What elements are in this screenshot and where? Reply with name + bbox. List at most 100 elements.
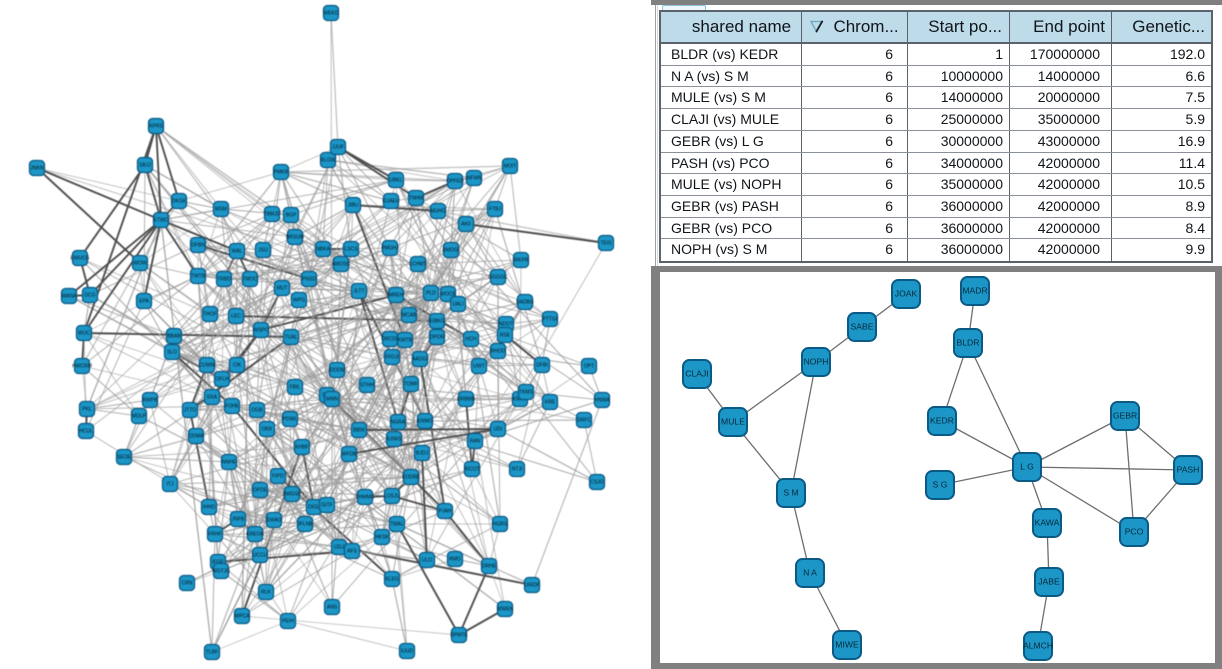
- svg-text:WOW: WOW: [133, 261, 147, 267]
- svg-text:BMOGI: BMOGI: [443, 248, 460, 254]
- svg-text:HCUL: HCUL: [79, 429, 93, 435]
- svg-text:ALMCH: ALMCH: [1023, 641, 1053, 651]
- svg-text:NDOT: NDOT: [499, 322, 513, 328]
- svg-text:IJGJ: IJGJ: [334, 545, 345, 551]
- svg-text:TMOC: TMOC: [243, 277, 258, 283]
- svg-text:EPA: EPA: [139, 299, 149, 305]
- svg-text:AFS: AFS: [347, 549, 357, 555]
- svg-text:JNKN: JNKN: [30, 166, 43, 172]
- svg-text:JFLNB: JFLNB: [297, 522, 313, 528]
- svg-text:URBMB: URBMB: [457, 397, 476, 403]
- svg-text:RLK: RLK: [261, 590, 271, 596]
- svg-text:MCAB: MCAB: [402, 313, 417, 319]
- svg-text:SABE: SABE: [851, 322, 874, 332]
- svg-text:PDWL: PDWL: [283, 417, 298, 423]
- svg-text:DFBN: DFBN: [191, 243, 205, 249]
- svg-text:S M: S M: [783, 488, 798, 498]
- svg-text:FTBJ: FTBJ: [489, 207, 501, 213]
- svg-text:TWTB: TWTB: [191, 274, 206, 280]
- svg-text:IRKPR: IRKPR: [513, 258, 529, 264]
- svg-text:MREH: MREH: [389, 293, 404, 299]
- svg-text:PMKR: PMKR: [274, 170, 289, 176]
- svg-text:RLGW: RLGW: [321, 158, 336, 164]
- svg-text:OKK: OKK: [262, 427, 273, 433]
- svg-text:JJUF: JJUF: [332, 145, 344, 151]
- svg-text:RICOT: RICOT: [464, 467, 480, 473]
- svg-text:DPOR: DPOR: [430, 335, 445, 341]
- svg-text:EIBKG: EIBKG: [429, 319, 444, 325]
- svg-text:OFLH: OFLH: [215, 377, 229, 383]
- svg-text:TBMJD: TBMJD: [264, 212, 281, 218]
- svg-text:JABE: JABE: [1038, 577, 1060, 587]
- svg-text:PTTGI: PTTGI: [543, 317, 558, 323]
- svg-text:PCO: PCO: [1125, 527, 1144, 537]
- svg-text:MADR: MADR: [962, 286, 987, 296]
- svg-text:IUIWS: IUIWS: [387, 437, 402, 443]
- svg-text:BJDJ: BJDJ: [416, 451, 428, 457]
- svg-text:TRBD: TRBD: [217, 277, 231, 283]
- svg-text:TKMS: TKMS: [519, 390, 534, 396]
- svg-text:TLBF: TLBF: [206, 650, 218, 656]
- svg-text:LCHMT: LCHMT: [409, 262, 426, 268]
- svg-text:BBAB: BBAB: [167, 334, 181, 340]
- svg-text:JOAK: JOAK: [895, 289, 918, 299]
- svg-text:PKL: PKL: [82, 407, 92, 413]
- svg-text:ENMO: ENMO: [418, 419, 433, 425]
- svg-text:WPCA: WPCA: [235, 614, 251, 620]
- svg-text:FIPD: FIPD: [272, 474, 284, 480]
- svg-text:L G: L G: [1020, 462, 1034, 472]
- svg-text:BGP: BGP: [286, 213, 297, 219]
- svg-text:HKSK: HKSK: [375, 535, 389, 541]
- svg-text:TEIS: TEIS: [600, 241, 612, 247]
- svg-text:WGTJG: WGTJG: [212, 569, 230, 575]
- svg-text:CRN: CRN: [182, 581, 193, 587]
- svg-text:KREOA: KREOA: [246, 532, 264, 538]
- svg-text:FRHF: FRHF: [208, 532, 221, 538]
- svg-text:UWT: UWT: [473, 364, 484, 370]
- svg-text:WAL: WAL: [232, 249, 243, 255]
- svg-text:DCG: DCG: [84, 293, 95, 299]
- svg-text:WFDB: WFDB: [342, 452, 357, 458]
- svg-text:PJAH: PJAH: [439, 509, 452, 515]
- svg-text:EKA: EKA: [207, 395, 218, 401]
- svg-text:JNFB: JNFB: [232, 517, 245, 523]
- svg-text:MIWE: MIWE: [835, 640, 859, 650]
- svg-text:PASH: PASH: [1177, 465, 1200, 475]
- svg-text:WUC: WUC: [78, 331, 90, 337]
- svg-text:STHH: STHH: [360, 383, 374, 389]
- svg-text:WFWN: WFWN: [466, 176, 482, 182]
- svg-text:PLD: PLD: [426, 291, 436, 297]
- svg-text:RAN: RAN: [470, 439, 481, 445]
- svg-text:KMTB: KMTB: [398, 338, 413, 344]
- svg-text:PMGHJ: PMGHJ: [381, 246, 399, 252]
- svg-text:ETWC: ETWC: [154, 218, 169, 224]
- svg-text:KUAEU: KUAEU: [382, 199, 400, 205]
- svg-text:UADBG: UADBG: [516, 300, 534, 306]
- svg-text:MDLP: MDLP: [132, 414, 147, 420]
- svg-text:JIBU: JIBU: [348, 203, 359, 209]
- svg-text:UBKL: UBKL: [389, 178, 402, 184]
- svg-text:RHOD: RHOD: [491, 349, 506, 355]
- svg-text:UIRDP: UIRDP: [524, 583, 540, 589]
- svg-text:OPT: OPT: [584, 364, 594, 370]
- svg-text:EODRE: EODRE: [402, 475, 420, 481]
- svg-text:WSPO: WSPO: [253, 328, 268, 334]
- svg-text:ITJ: ITJ: [167, 482, 174, 488]
- svg-text:AKII: AKII: [461, 222, 470, 228]
- svg-text:NGRA: NGRA: [391, 420, 406, 426]
- svg-text:DRHE: DRHE: [482, 564, 497, 570]
- svg-text:EWAO: EWAO: [266, 518, 281, 524]
- svg-text:KRE: KRE: [545, 400, 556, 406]
- svg-text:CLAJI: CLAJI: [685, 369, 708, 379]
- svg-text:HCH: HCH: [466, 337, 477, 343]
- svg-text:RWPB: RWPB: [143, 398, 159, 404]
- svg-text:CIK: CIK: [233, 363, 242, 369]
- svg-text:MUHO: MUHO: [430, 209, 445, 215]
- svg-text:KPRS: KPRS: [149, 124, 163, 130]
- svg-text:UALI: UALI: [452, 302, 463, 308]
- svg-text:IUUD: IUUD: [401, 649, 414, 655]
- svg-text:OPDE: OPDE: [253, 488, 268, 494]
- svg-text:IDDDM: IDDDM: [329, 368, 345, 374]
- svg-text:OPFED: OPFED: [446, 179, 464, 185]
- svg-text:ORCDL: ORCDL: [381, 337, 399, 343]
